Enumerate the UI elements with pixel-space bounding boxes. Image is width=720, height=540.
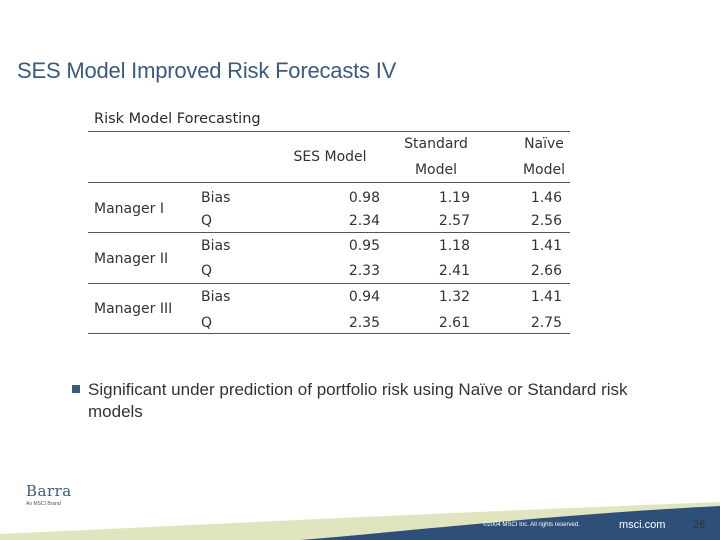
- header-standard-line1: Standard: [404, 136, 468, 152]
- manager-label: Manager III: [94, 301, 173, 317]
- header-ses-model: SES Model: [293, 149, 367, 165]
- standard-value: 1.18: [438, 238, 470, 254]
- manager-label: Manager I: [94, 201, 164, 217]
- metric-label: Q: [201, 213, 213, 229]
- table-caption: Risk Model Forecasting: [94, 111, 261, 127]
- standard-value: 1.32: [438, 289, 470, 305]
- barra-logo: Barra An MSCI Brand: [26, 482, 72, 507]
- header-naive-line1: Naïve: [524, 136, 564, 152]
- logo-wordmark: Barra: [26, 482, 72, 500]
- naive-value: 1.41: [530, 238, 562, 254]
- metric-label: Bias: [201, 238, 231, 254]
- standard-value: 1.19: [438, 190, 470, 206]
- footer-band: [0, 502, 720, 540]
- ses-value: 2.33: [348, 263, 380, 279]
- header-standard-line2: Model: [414, 162, 458, 178]
- ses-value: 0.98: [348, 190, 380, 206]
- header-rule: [88, 182, 570, 183]
- row-rule-2: [88, 283, 570, 284]
- bullet-text: Significant under prediction of portfoli…: [88, 380, 628, 421]
- ses-value: 2.34: [348, 213, 380, 229]
- table-top-rule: [88, 131, 570, 132]
- logo-subtitle: An MSCI Brand: [26, 501, 61, 507]
- manager-label: Manager II: [94, 251, 169, 267]
- footer-band-dark: [300, 506, 720, 540]
- square-bullet-icon: [72, 385, 80, 393]
- row-rule-1: [88, 232, 570, 233]
- metric-label: Q: [201, 315, 213, 331]
- naive-value: 2.66: [530, 263, 562, 279]
- risk-forecast-table: Risk Model Forecasting SES Model Standar…: [88, 111, 570, 341]
- header-naive-line2: Model: [522, 162, 566, 178]
- copyright-text: ©2004 MSCI Inc. All rights reserved.: [483, 522, 580, 528]
- ses-value: 0.95: [348, 238, 380, 254]
- standard-value: 2.57: [438, 213, 470, 229]
- naive-value: 2.75: [530, 315, 562, 331]
- standard-value: 2.41: [438, 263, 470, 279]
- metric-label: Q: [201, 263, 213, 279]
- ses-value: 0.94: [348, 289, 380, 305]
- naive-value: 2.56: [530, 213, 562, 229]
- metric-label: Bias: [201, 289, 231, 305]
- site-link[interactable]: msci.com: [619, 519, 666, 531]
- naive-value: 1.46: [530, 190, 562, 206]
- metric-label: Bias: [201, 190, 231, 206]
- standard-value: 2.61: [438, 315, 470, 331]
- table-bottom-rule: [88, 333, 570, 334]
- slide-title: SES Model Improved Risk Forecasts IV: [17, 58, 397, 83]
- page-number: 26: [693, 519, 706, 531]
- naive-value: 1.41: [530, 289, 562, 305]
- ses-value: 2.35: [348, 315, 380, 331]
